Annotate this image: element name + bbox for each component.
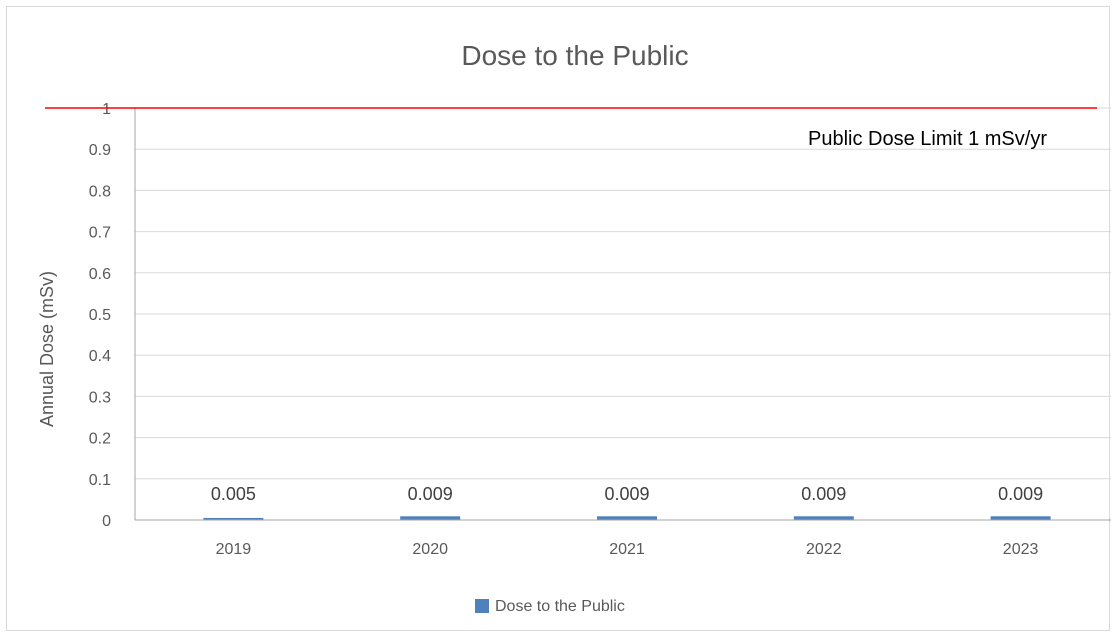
chart-svg: Dose to the Public 0 0.1 0.2 0.3 0.4 0.5 0.6 0.… <box>37 40 1111 615</box>
legend-swatch <box>475 599 489 613</box>
y-tick-label: 0.5 <box>89 307 111 324</box>
y-tick-label: 0.3 <box>89 389 111 406</box>
y-tick-label: 0 <box>102 513 111 530</box>
y-axis-tick-labels: 0 0.1 0.2 0.3 0.4 0.5 0.6 0.7 0.8 0.9 1 <box>89 101 111 530</box>
y-tick-label: 0.9 <box>89 142 111 159</box>
y-tick-label: 1 <box>102 101 111 118</box>
bar <box>597 516 657 520</box>
data-label: 0.009 <box>604 484 649 504</box>
bar <box>793 516 854 520</box>
data-label: 0.009 <box>801 484 846 504</box>
reference-line-label: Public Dose Limit 1 mSv/yr <box>808 128 1047 150</box>
y-axis-label: Annual Dose (mSv) <box>37 271 57 427</box>
x-tick-label: 2022 <box>806 541 842 558</box>
chart-title: Dose to the Public <box>461 40 688 71</box>
y-tick-label: 0.7 <box>89 225 111 242</box>
data-label: 0.009 <box>408 484 453 504</box>
x-tick-label: 2020 <box>412 541 448 558</box>
y-tick-label: 0.1 <box>89 472 111 489</box>
chart-frame: Dose to the Public 0 0.1 0.2 0.3 0.4 0.5 0.6 0.… <box>6 6 1111 631</box>
x-axis-tick-labels: 2019 2020 2021 2022 2023 <box>216 541 1039 558</box>
data-label: 0.009 <box>998 484 1043 504</box>
y-tick-label: 0.2 <box>89 431 111 448</box>
y-tick-label: 0.8 <box>89 183 111 200</box>
y-tick-label: 0.4 <box>89 348 111 365</box>
axes <box>134 108 1111 521</box>
bar <box>203 517 264 520</box>
x-tick-label: 2019 <box>216 541 252 558</box>
bars <box>203 516 1051 520</box>
x-tick-label: 2023 <box>1003 541 1039 558</box>
data-label: 0.005 <box>211 484 256 504</box>
bar <box>400 516 461 520</box>
gridlines <box>135 107 1111 480</box>
data-labels: 0.005 0.009 0.009 0.009 0.009 <box>211 484 1043 504</box>
legend: Dose to the Public <box>475 598 625 615</box>
y-tick-label: 0.6 <box>89 266 111 283</box>
bar <box>990 516 1051 520</box>
x-tick-label: 2021 <box>609 541 645 558</box>
legend-label: Dose to the Public <box>495 598 625 615</box>
